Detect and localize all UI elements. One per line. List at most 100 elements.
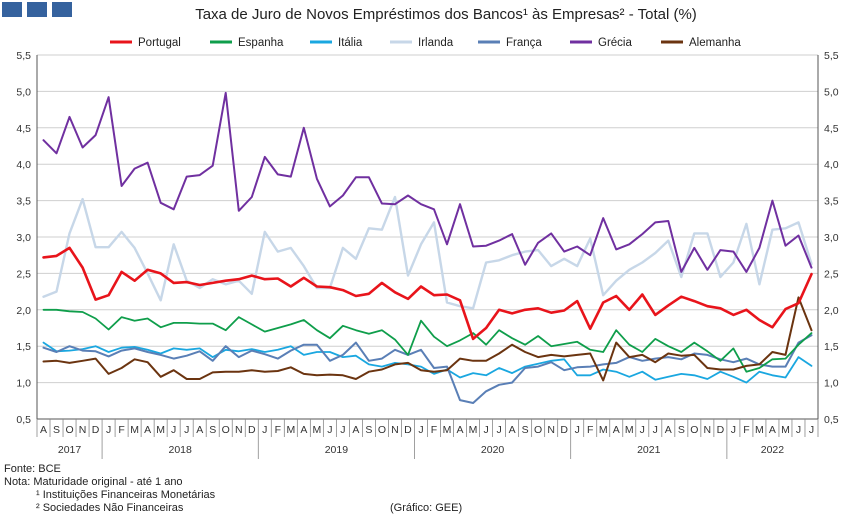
series-line-portugal — [42, 246, 813, 341]
y-tick-label-left: 1,0 — [16, 378, 31, 390]
legend-label: França — [506, 37, 542, 49]
month-label: A — [196, 424, 203, 436]
y-tick-label-right: 5,0 — [824, 86, 839, 98]
year-label: 2022 — [761, 444, 785, 456]
month-label: M — [286, 424, 295, 436]
month-label: F — [118, 424, 124, 436]
month-label: D — [248, 424, 256, 436]
chart-title: Taxa de Juro de Novos Empréstimos dos Ba… — [195, 6, 697, 23]
year-label: 2020 — [481, 444, 505, 456]
month-label: M — [443, 424, 452, 436]
series-line-alemanha — [42, 296, 813, 382]
series-line-espanha — [42, 308, 813, 373]
y-tick-label-left: 3,5 — [16, 196, 31, 208]
month-label: J — [640, 424, 645, 436]
month-label: O — [534, 424, 542, 436]
note-line: Nota: Maturidade original - até 1 ano — [4, 476, 183, 488]
month-label: A — [665, 424, 672, 436]
y-tick-label-right: 3,5 — [824, 196, 839, 208]
month-label: A — [300, 424, 307, 436]
header-logo-blocks — [2, 2, 72, 17]
month-label: S — [522, 424, 529, 436]
month-label: D — [404, 424, 412, 436]
series-lines — [42, 91, 813, 404]
legend-label: Espanha — [238, 37, 284, 49]
footnote-2: ² Sociedades Não Financeiras — [36, 502, 184, 514]
month-label: M — [625, 424, 634, 436]
month-label: D — [560, 424, 568, 436]
month-label: S — [209, 424, 216, 436]
month-label: O — [222, 424, 230, 436]
legend-label: Portugal — [138, 37, 181, 49]
month-label: A — [769, 424, 776, 436]
gridlines — [37, 54, 818, 420]
year-label: 2017 — [58, 444, 82, 456]
month-label: S — [53, 424, 60, 436]
month-label: O — [65, 424, 73, 436]
month-label: D — [717, 424, 725, 436]
month-label: F — [587, 424, 593, 436]
series-line-frança — [42, 334, 813, 404]
y-tick-label-right: 1,0 — [824, 378, 839, 390]
y-tick-label-left: 4,5 — [16, 123, 31, 135]
y-tick-label-left: 4,0 — [16, 159, 31, 171]
month-label: F — [275, 424, 281, 436]
month-label: N — [391, 424, 399, 436]
month-label: S — [365, 424, 372, 436]
month-label: N — [704, 424, 712, 436]
month-label: M — [130, 424, 139, 436]
year-label: 2021 — [637, 444, 661, 456]
chart-credit: (Gráfico: GEE) — [390, 502, 462, 514]
month-label: F — [431, 424, 437, 436]
month-label: N — [547, 424, 555, 436]
y-tick-label-left: 3,0 — [16, 232, 31, 244]
y-tick-label-right: 4,5 — [824, 123, 839, 135]
month-label: A — [144, 424, 151, 436]
month-label: A — [457, 424, 464, 436]
series-line-itália — [42, 341, 813, 384]
month-label: O — [378, 424, 386, 436]
y-tick-label-right: 2,0 — [824, 305, 839, 317]
y-tick-label-right: 0,5 — [824, 414, 839, 426]
y-tick-label-left: 2,0 — [16, 305, 31, 317]
month-label: N — [79, 424, 87, 436]
legend-label: Itália — [338, 37, 363, 49]
legend: Portugal Espanha Itália Irlanda França Grécia… — [110, 37, 741, 49]
footnote-1: ¹ Instituições Financeiras Monetárias — [36, 489, 216, 501]
series-line-grécia — [42, 91, 813, 273]
month-label: A — [509, 424, 516, 436]
month-label: D — [92, 424, 100, 436]
month-label: A — [352, 424, 359, 436]
logo-block-2 — [27, 2, 47, 17]
month-label: M — [312, 424, 321, 436]
source-line: Fonte: BCE — [4, 463, 61, 475]
month-label: F — [743, 424, 749, 436]
y-tick-label-left: 0,5 — [16, 414, 31, 426]
y-axis-left: 0,5 1,0 1,5 2,0 2,5 3,0 3,5 4,0 4,5 5,0 5,5 — [16, 50, 31, 426]
month-label: J — [171, 424, 176, 436]
month-label: O — [690, 424, 698, 436]
month-label: J — [483, 424, 488, 436]
month-label: M — [781, 424, 790, 436]
month-label: J — [575, 424, 580, 436]
month-label: N — [235, 424, 243, 436]
y-tick-label-left: 5,5 — [16, 50, 31, 62]
y-tick-label-right: 3,0 — [824, 232, 839, 244]
month-label: M — [599, 424, 608, 436]
month-label: J — [106, 424, 111, 436]
month-label: S — [678, 424, 685, 436]
month-label: A — [40, 424, 47, 436]
year-label: 2019 — [325, 444, 349, 456]
logo-block-3 — [52, 2, 72, 17]
y-tick-label-right: 1,5 — [824, 341, 839, 353]
month-label: M — [156, 424, 165, 436]
legend-label: Grécia — [598, 37, 632, 49]
y-tick-label-right: 5,5 — [824, 50, 839, 62]
month-label: J — [496, 424, 501, 436]
month-label: J — [731, 424, 736, 436]
y-tick-label-left: 2,5 — [16, 268, 31, 280]
month-label: J — [809, 424, 814, 436]
source-notes: Fonte: BCE Nota: Maturidade original - a… — [4, 463, 462, 514]
